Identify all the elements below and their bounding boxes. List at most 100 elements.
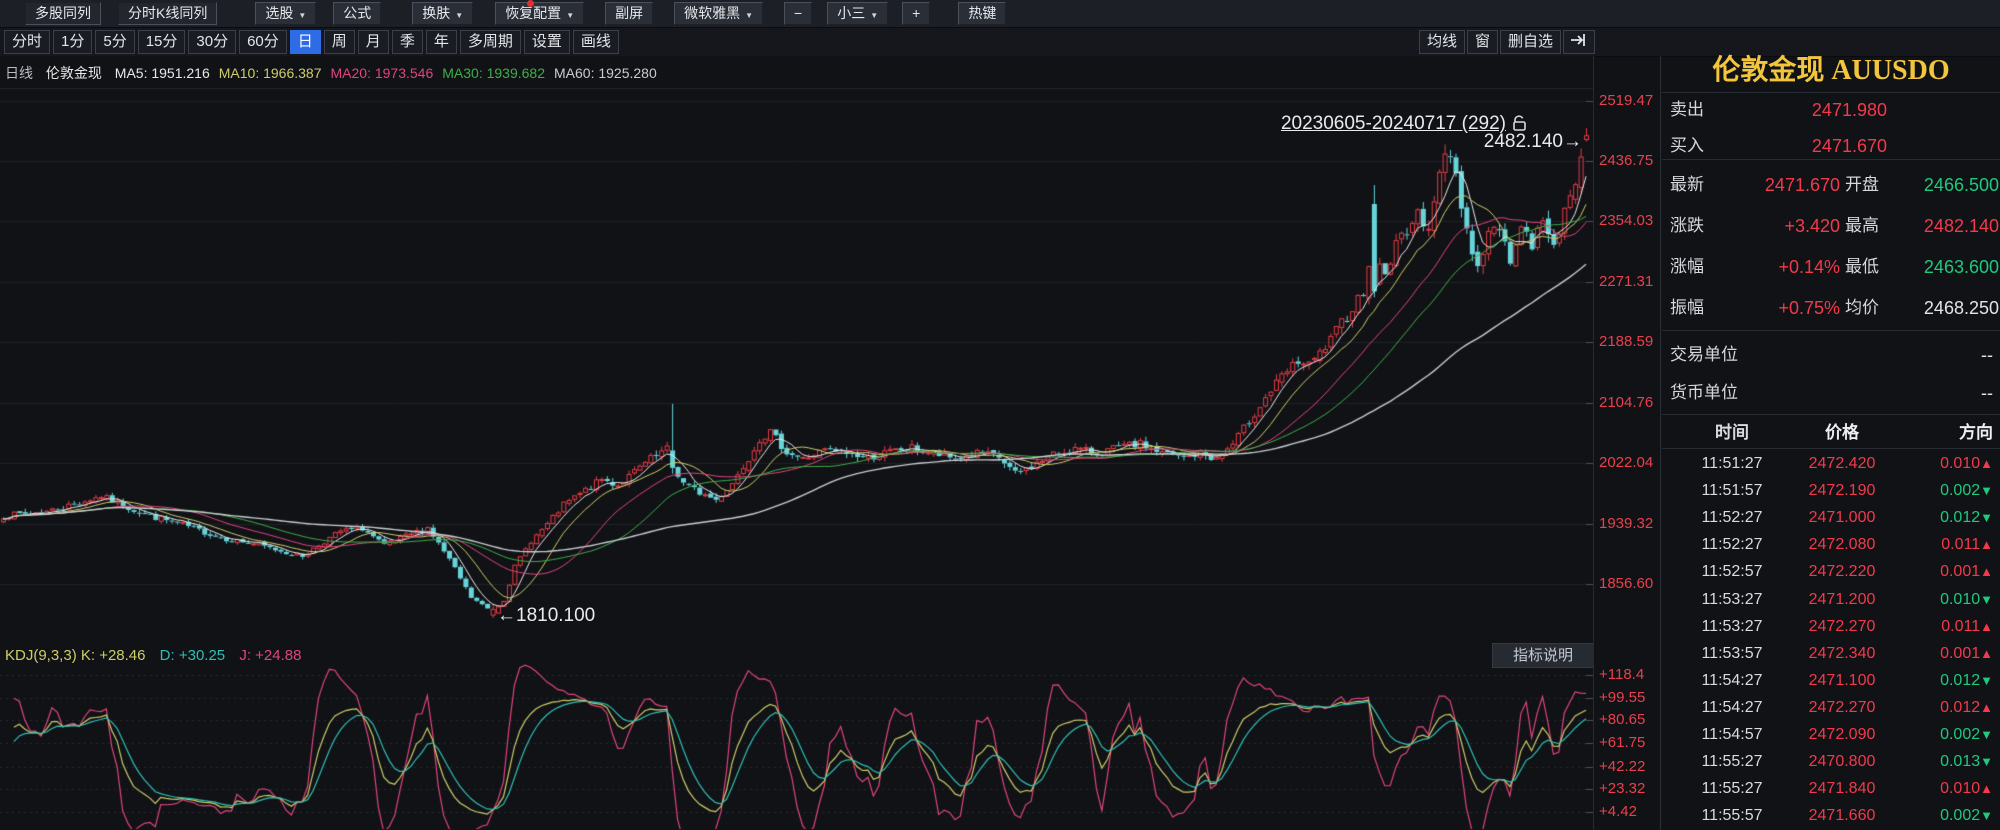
tab-jump-arrow-icon[interactable] [1563,30,1596,54]
toolbar-button[interactable]: 窗 [1467,30,1499,54]
date-range-annotation[interactable]: 20230605-20240717 (292) [1281,113,1527,135]
kdj-axis-label: +61.75 [1599,734,1646,752]
kdj-axis-label: +23.32 [1599,780,1646,798]
tick-row[interactable]: 11:55:57 2471.660 0.002▼ [1662,802,2000,829]
period-tab[interactable]: 60分 [239,30,287,54]
quote-label: 货币单位 [1670,383,1738,402]
menu-button[interactable]: 小三 ▼ [827,2,889,25]
menu-button[interactable]: 选股 ▼ [255,2,317,25]
menu-button[interactable]: − [784,2,813,25]
period-tab[interactable]: 季 [391,30,423,54]
tick-table-header: 时间 价格 方向 [1662,420,2000,446]
price-axis-label: 2519.47 [1599,91,1654,109]
period-tab[interactable]: 月 [357,30,389,54]
period-tab[interactable]: 周 [323,30,355,54]
quote-row: 振幅 +0.75% 均价 2468.250 [1662,295,2000,321]
tick-time: 11:52:27 [1701,509,1763,527]
period-tab[interactable]: 画线 [572,30,619,54]
quote-value: 2471.670 [1811,136,1887,156]
tick-row[interactable]: 11:51:57 2472.190 0.002▼ [1662,477,2000,504]
period-tab[interactable]: 分时 [4,30,51,54]
menu-button[interactable]: 热键 [958,2,1007,25]
tick-row[interactable]: 11:52:27 2471.000 0.012▼ [1662,504,2000,531]
quote-value: 2482.140 [1923,216,1999,236]
candlestick-chart[interactable] [0,56,1593,640]
tick-change: 0.011▲ [1941,617,1993,635]
menu-button[interactable]: 分时K线同列 [118,2,218,25]
legend-symbol: 伦敦金现 [45,65,102,81]
tick-price: 2471.100 [1808,671,1876,689]
tick-row[interactable]: 11:53:27 2472.270 0.011▲ [1662,613,2000,640]
legend-ma60: MA60: 1925.280 [554,65,657,81]
tick-time: 11:53:57 [1701,644,1763,662]
kdj-indicator-chart[interactable] [0,640,1593,830]
legend-ma20: MA20: 1973.546 [330,65,434,81]
quote-value: +3.420 [1784,216,1840,236]
tick-row[interactable]: 11:54:57 2472.090 0.002▼ [1662,721,2000,748]
tick-row[interactable]: 11:53:27 2471.200 0.010▼ [1662,586,2000,613]
legend-ma-values: MA5: 1951.216 MA10: 1966.387 MA20: 1973.54… [115,65,666,81]
arrow-up-icon: ▲ [1980,537,1993,553]
col-time: 时间 [1715,423,1749,442]
divider [1662,159,2000,160]
period-tab[interactable]: 30分 [188,30,237,54]
tick-row[interactable]: 11:51:27 2472.420 0.010▲ [1662,450,2000,477]
kdj-axis-label: +118.4 [1599,665,1645,683]
tick-time: 11:54:27 [1701,698,1763,716]
tick-time: 11:52:57 [1701,563,1763,581]
indicator-help-button[interactable]: 指标说明 [1492,643,1594,668]
kdj-axis-label: +4.42 [1599,803,1637,820]
period-tab[interactable]: 15分 [137,30,186,54]
price-axis-label: 2271.31 [1599,272,1654,290]
legend-period: 日线 [5,65,33,81]
period-tab[interactable]: 设置 [523,30,570,54]
tick-change: 0.001▲ [1940,644,1993,662]
kdj-j-value: J: +24.88 [239,647,302,664]
menu-button[interactable]: 恢复配置 ▼ [495,2,585,25]
menu-button[interactable]: 多股同列 [25,2,101,25]
tick-change: 0.013▼ [1940,753,1993,771]
tick-row[interactable]: 11:55:27 2470.800 0.013▼ [1662,748,2000,775]
quote-label: 开盘 [1845,175,1879,194]
arrow-down-icon: ▼ [1980,483,1993,499]
tick-change: 0.002▼ [1940,482,1993,500]
tick-row[interactable]: 11:55:27 2471.840 0.010▲ [1662,775,2000,802]
price-axis-label: 2354.03 [1599,212,1654,230]
kdj-axis-label: +99.55 [1599,688,1646,706]
quote-row: 涨跌 +3.420 最高 2482.140 [1662,213,2000,239]
price-axis-label: 1856.60 [1599,575,1654,593]
chart-legend: 日线 伦敦金现 MA5: 1951.216 MA10: 1966.387 MA20:… [5,63,675,83]
menu-button[interactable]: 副屏 [605,2,654,25]
menu-button[interactable]: 微软雅黑 ▼ [674,2,764,25]
tick-row[interactable]: 11:54:27 2472.270 0.012▲ [1662,694,2000,721]
tick-row[interactable]: 11:52:27 2472.080 0.011▲ [1662,531,2000,558]
period-tab[interactable]: 多周期 [459,30,521,54]
toolbar-button[interactable]: 均线 [1419,30,1466,54]
toolbar-button[interactable]: 删自选 [1500,30,1562,54]
kdj-d-value: D: +30.25 [159,647,226,664]
quote-label: 振幅 [1670,298,1704,317]
menu-button[interactable]: 换肤 ▼ [412,2,474,25]
menu-button[interactable]: 公式 [333,2,382,25]
period-tab[interactable]: 1分 [53,30,93,54]
period-high-annotation: 2482.140→ [1483,131,1582,152]
tick-time: 11:55:57 [1701,807,1763,825]
menu-button[interactable]: + [902,2,931,25]
divider [1662,448,2000,449]
price-axis: 2519.47 2436.75 2354.03 2271.31 2188.59 2104.… [1593,56,1661,830]
tick-row[interactable]: 11:52:57 2472.220 0.001▲ [1662,558,2000,585]
kdj-header: KDJ(9,3,3) K: +28.46 D: +30.25 J: +24.88 [5,647,311,667]
period-tab[interactable]: 日 [289,30,321,54]
period-tab[interactable]: 5分 [95,30,135,54]
tick-price: 2471.840 [1808,780,1876,798]
period-tab[interactable]: 年 [425,30,457,54]
period-low-annotation: ←1810.100 [497,605,596,626]
kdj-axis-label: +80.65 [1599,711,1646,729]
quote-label: 交易单位 [1670,345,1738,364]
divider [1662,414,2000,415]
quote-value: 2471.980 [1811,100,1887,120]
quote-value: 2466.500 [1923,175,1999,195]
tick-row[interactable]: 11:54:27 2471.100 0.012▼ [1662,667,2000,694]
tick-row[interactable]: 11:53:57 2472.340 0.001▲ [1662,640,2000,667]
